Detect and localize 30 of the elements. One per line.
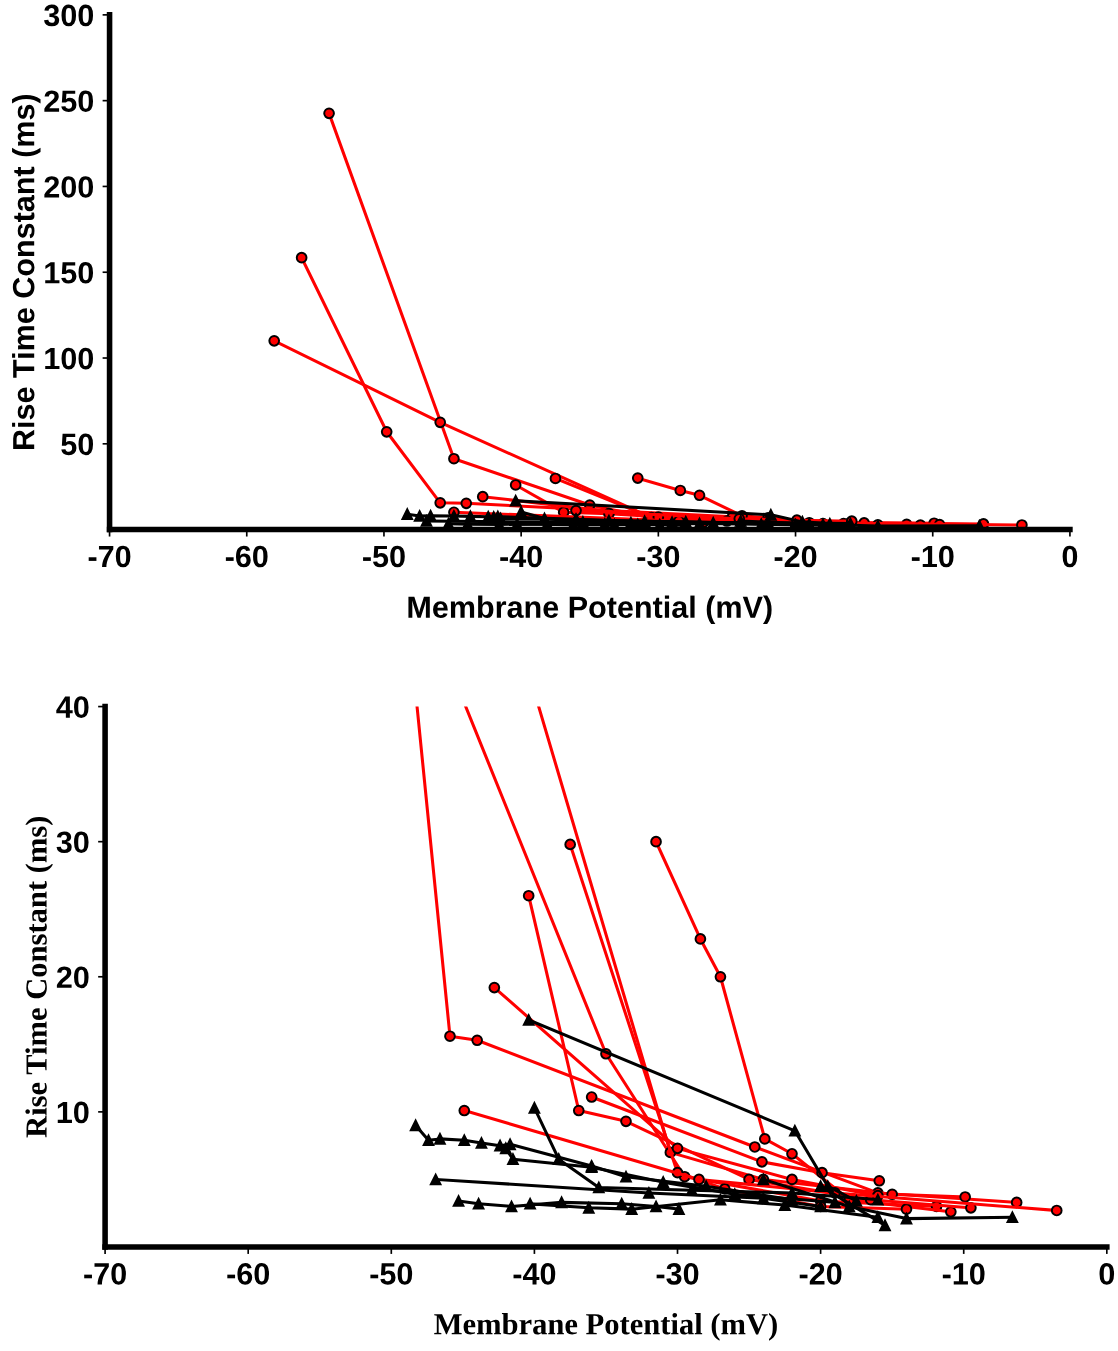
- x-axis-title: Membrane Potential (mV): [408, 595, 772, 625]
- x-tick-label: -10: [911, 545, 954, 568]
- y-tick-label: 20: [56, 966, 89, 989]
- y-tick-label: 100: [45, 347, 94, 370]
- y-tick-label: 40: [56, 696, 89, 718]
- y-tick-label: 250: [44, 90, 94, 113]
- x-tick-label: -40: [500, 545, 542, 568]
- y-tick-label: 50: [61, 433, 94, 456]
- x-tick-label: -40: [513, 1263, 556, 1285]
- x-tick-label: -60: [227, 1263, 270, 1285]
- x-tick-label: -50: [363, 545, 405, 568]
- x-tick-label: -30: [656, 1263, 699, 1285]
- x-tick-label: -70: [84, 1263, 126, 1285]
- y-tick-label: 150: [45, 261, 94, 284]
- y-tick-label: 30: [56, 831, 89, 854]
- x-tick-label: -50: [370, 1263, 413, 1285]
- x-tick-label: 0: [1062, 545, 1078, 568]
- x-tick-label: -20: [799, 1263, 842, 1285]
- x-tick-label: -10: [942, 1263, 985, 1285]
- x-axis-title: Membrane Potential (mV): [434, 1312, 777, 1341]
- x-tick-label: -30: [637, 545, 680, 568]
- y-axis-title: Rise Time Constant (ms): [12, 94, 41, 450]
- y-tick-label: 200: [44, 176, 94, 198]
- y-tick-label: 10: [57, 1101, 89, 1124]
- y-tick-label: 300: [44, 4, 94, 27]
- x-tick-label: -20: [774, 545, 817, 568]
- x-tick-label: -70: [88, 545, 131, 568]
- x-tick-label: -60: [225, 545, 268, 568]
- x-tick-label: 0: [1099, 1263, 1115, 1285]
- y-axis-title: Rise Time Constant (ms): [25, 816, 54, 1138]
